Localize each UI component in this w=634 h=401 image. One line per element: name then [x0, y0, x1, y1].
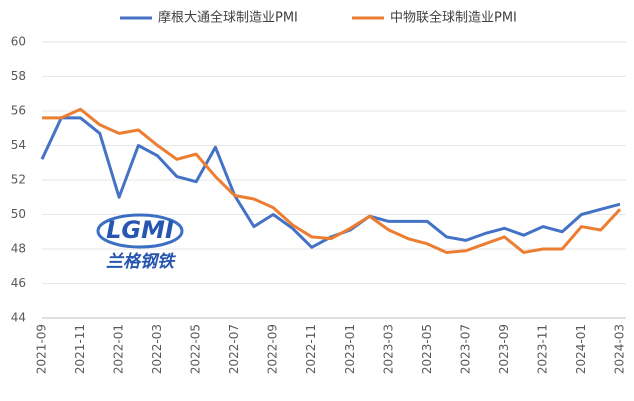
x-tick-label: 2023-07 — [458, 324, 472, 374]
y-tick-label: 60 — [11, 35, 26, 49]
x-tick-label: 2023-03 — [381, 324, 395, 374]
watermark: LGMI 兰格钢铁 — [96, 213, 184, 272]
y-tick-label: 56 — [11, 104, 26, 118]
x-tick-label: 2021-11 — [73, 324, 87, 374]
x-tick-label: 2023-11 — [535, 324, 549, 374]
y-tick-label: 48 — [11, 242, 26, 256]
x-tick-label: 2023-05 — [420, 324, 434, 374]
x-tick-label: 2022-05 — [189, 324, 203, 374]
watermark-name: 兰格钢铁 — [106, 252, 177, 272]
y-tick-label: 52 — [11, 173, 26, 187]
x-tick-label: 2023-01 — [343, 324, 357, 374]
x-tick-label: 2022-01 — [112, 324, 126, 374]
x-tick-label: 2024-01 — [574, 324, 588, 374]
y-tick-label: 50 — [11, 207, 26, 221]
y-tick-label: 46 — [11, 276, 26, 290]
x-tick-label: 2022-03 — [150, 324, 164, 374]
x-tick-label: 2024-03 — [613, 324, 627, 374]
x-tick-label: 2023-09 — [497, 324, 511, 374]
x-tick-label: 2022-07 — [227, 324, 241, 374]
x-tick-label: 2022-11 — [304, 324, 318, 374]
series-line — [40, 116, 621, 249]
y-tick-label: 54 — [11, 138, 26, 152]
watermark-logo: LGMI — [106, 216, 174, 244]
series-line — [42, 107, 622, 254]
legend-label: 摩根大通全球制造业PMI — [158, 10, 298, 26]
axes: 44 46 48 50 52 54 56 58 60 2021-09 2021-11 2022-01 2… — [11, 35, 627, 375]
legend: 摩根大通全球制造业PMI 中物联全球制造业PMI — [120, 10, 517, 26]
x-tick-label: 2022-09 — [266, 324, 280, 374]
legend-label: 中物联全球制造业PMI — [390, 10, 517, 26]
watermark-ring — [96, 213, 184, 249]
x-tick-label: 2021-09 — [35, 324, 49, 374]
y-tick-label: 44 — [11, 311, 26, 325]
y-tick-label: 58 — [11, 69, 26, 83]
